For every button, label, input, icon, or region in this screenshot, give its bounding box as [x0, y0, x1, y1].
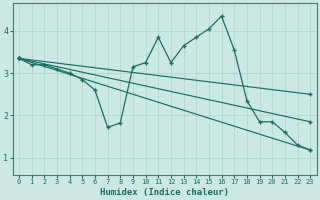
X-axis label: Humidex (Indice chaleur): Humidex (Indice chaleur)	[100, 188, 229, 197]
